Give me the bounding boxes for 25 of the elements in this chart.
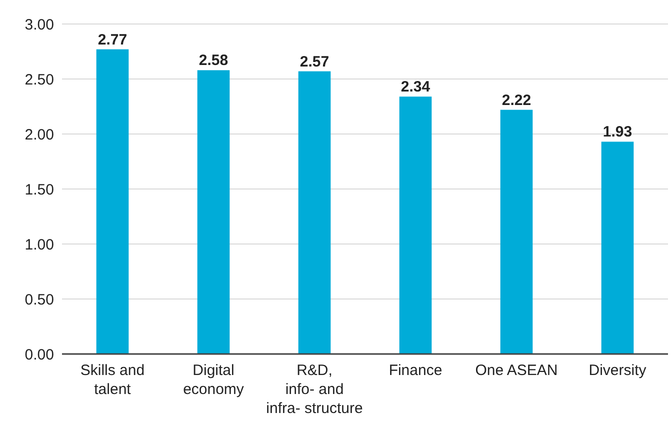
y-tick-label: 2.00 — [24, 126, 54, 144]
x-tick-label: Digital economy — [183, 362, 244, 398]
bar — [197, 70, 230, 354]
bar — [601, 142, 634, 354]
bar — [298, 71, 331, 354]
y-tick-label: 2.50 — [24, 71, 54, 88]
data-label: 2.77 — [98, 31, 128, 48]
x-tick-label: R&D, info- and infra- structure — [266, 362, 363, 417]
data-label: 1.93 — [602, 124, 632, 141]
y-tick-label: 0.50 — [24, 291, 54, 308]
y-tick-label: 0.00 — [24, 346, 54, 364]
data-label: 2.34 — [400, 78, 431, 96]
y-tick-label: 3.00 — [24, 16, 54, 34]
x-tick-label: Skills and talent — [80, 362, 145, 398]
x-tick-label: One ASEAN — [475, 362, 558, 379]
data-label: 2.58 — [198, 52, 228, 70]
data-label: 2.22 — [502, 92, 532, 109]
bar — [399, 96, 432, 354]
y-tick-label: 1.00 — [24, 236, 54, 254]
bar — [500, 110, 533, 354]
data-label: 2.57 — [300, 53, 330, 70]
x-tick-label: Finance — [388, 362, 442, 379]
y-tick-label: 1.50 — [24, 181, 54, 198]
bar — [96, 49, 129, 354]
x-tick-label: Diversity — [588, 362, 647, 379]
